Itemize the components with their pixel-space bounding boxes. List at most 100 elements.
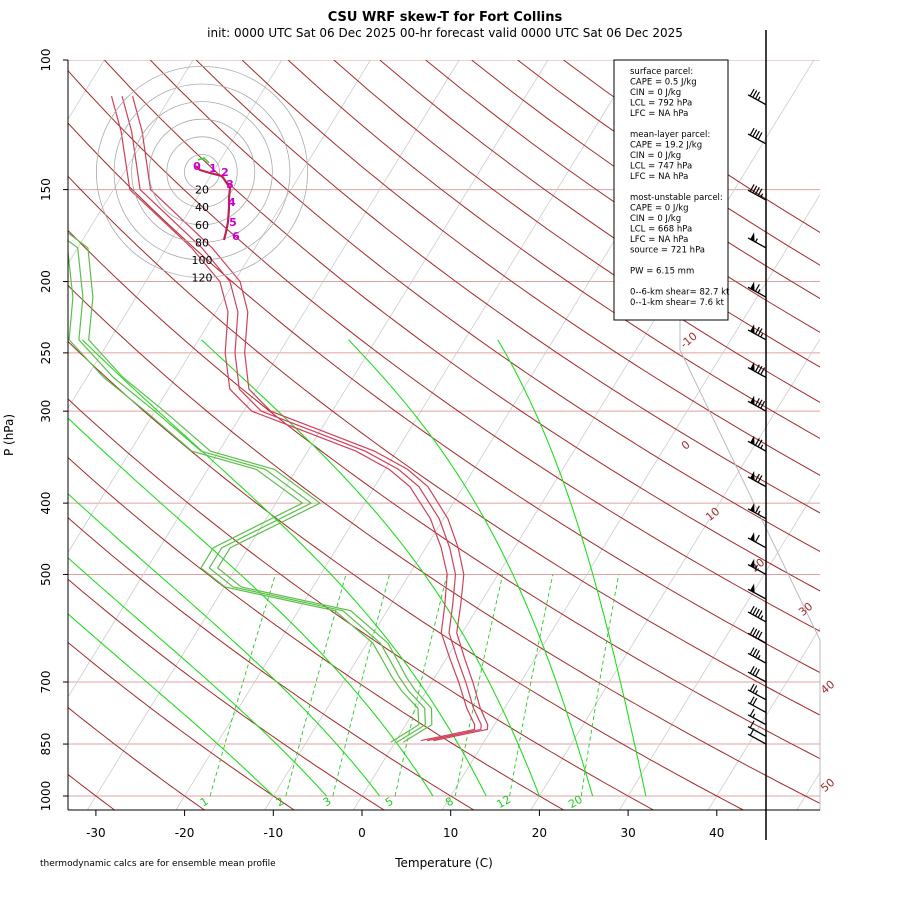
wind-barb	[747, 232, 767, 249]
isotherm-line	[352, 60, 815, 810]
y-tick-label: 200	[39, 270, 53, 293]
x-axis-label: Temperature (C)	[394, 856, 493, 870]
x-tick-label: 10	[443, 826, 458, 840]
chart-title: CSU WRF skew-T for Fort Collins	[328, 10, 563, 25]
isotherm-line	[885, 60, 900, 812]
info-box-line: LCL = 792 hPa	[630, 99, 692, 109]
isotherm-line	[441, 193, 820, 810]
x-tick-label: 30	[620, 826, 635, 840]
wind-barb	[747, 708, 767, 726]
wind-barb	[747, 647, 767, 664]
dry-adiabat	[104, 60, 820, 592]
y-tick-label: 100	[39, 49, 53, 72]
wind-barb	[747, 395, 767, 412]
mixing-ratio-line	[394, 574, 448, 797]
isotherm-line	[68, 60, 460, 698]
dry-adiabat	[68, 175, 820, 716]
y-tick-label: 150	[39, 178, 53, 201]
mixing-ratio-line	[454, 574, 504, 797]
info-box-line: source = 721 hPa	[630, 246, 705, 256]
info-box-line: LFC = NA hPa	[630, 235, 688, 245]
hodograph-ring-label: 60	[195, 219, 209, 232]
hodograph-point-label: 4	[228, 196, 236, 209]
hodograph-ring	[183, 153, 220, 190]
info-box-line: CAPE = 0 J/kg	[630, 204, 689, 214]
x-tick-label: -30	[86, 826, 106, 840]
dewpoint-profile	[68, 247, 420, 743]
hodograph-point-label: 3	[226, 178, 234, 191]
wind-barb	[747, 471, 767, 488]
moist-adiabat	[68, 613, 274, 797]
isotherm-label: 50	[818, 776, 837, 795]
hodograph-ring	[166, 136, 238, 208]
x-tick-label: -10	[263, 826, 283, 840]
info-box-line	[630, 183, 633, 193]
wind-barb	[747, 696, 767, 714]
info-box-line: CIN = 0 J/kg	[630, 214, 681, 224]
dry-adiabat	[68, 229, 820, 760]
wind-barb	[747, 720, 767, 738]
dry-adiabat	[68, 578, 385, 810]
dry-adiabat	[68, 773, 116, 810]
dry-adiabat	[195, 60, 820, 514]
info-box-line: mean-layer parcel:	[630, 130, 710, 140]
mixing-ratio-label: 2	[274, 795, 287, 810]
wind-barbs	[747, 88, 767, 745]
wind-barb	[747, 683, 767, 701]
dry-adiabat	[68, 706, 206, 810]
y-tick-label: 250	[39, 341, 53, 364]
moist-adiabat	[68, 417, 434, 797]
wind-barb	[747, 88, 767, 106]
info-box-line: CIN = 0 J/kg	[630, 151, 681, 161]
mixing-ratio-line	[285, 574, 347, 797]
chart-subtitle: init: 0000 UTC Sat 06 Dec 2025 00-hr for…	[207, 26, 683, 40]
svg-text:surface parcel:CAPE = 0.5 J/kg: surface parcel: CAPE = 0.5 J/kg CIN = 0 J/…	[630, 67, 730, 308]
x-tick-label: 40	[709, 826, 724, 840]
temperature-profile	[121, 96, 482, 742]
isotherm-label: 0	[679, 438, 693, 452]
info-box-line: most-unstable parcel:	[630, 193, 723, 203]
footnote: thermodynamic calcs are for ensemble mea…	[40, 859, 276, 869]
hodograph-ring	[113, 83, 291, 261]
info-box-line	[630, 277, 633, 287]
wind-barb	[747, 361, 767, 379]
wind-barb	[747, 324, 767, 341]
wind-barb	[747, 127, 767, 145]
hodograph-point-label: 6	[232, 230, 240, 243]
wind-barb	[747, 558, 767, 576]
dry-adiabat	[287, 60, 820, 439]
y-tick-label: 1000	[39, 781, 53, 812]
wind-barb	[747, 666, 767, 683]
moist-adiabat	[81, 339, 487, 797]
y-axis-label: P (hPa)	[2, 414, 16, 456]
wind-barb	[747, 532, 767, 549]
mixing-ratio-label: 8	[443, 795, 456, 810]
isotherm-label: 30	[796, 600, 815, 619]
info-box-line: CAPE = 0.5 J/kg	[630, 78, 697, 88]
mixing-ratio-label: 20	[566, 793, 585, 811]
mixing-ratio-line	[209, 574, 276, 797]
isotherm-line	[68, 60, 194, 265]
y-tick-label: 300	[39, 400, 53, 423]
info-box-line: CIN = 0 J/kg	[630, 88, 681, 98]
dry-adiabat	[241, 60, 820, 476]
hodograph-ring	[148, 118, 256, 226]
dry-adiabat	[68, 69, 820, 632]
y-tick-label: 850	[39, 733, 53, 756]
isotherm-line	[619, 482, 820, 810]
info-box: surface parcel: CAPE = 0.5 J/kg CIN = 0 J/…	[613, 59, 730, 321]
isotherm-label: -10	[678, 330, 700, 352]
hodograph-point-label: 1	[209, 162, 217, 175]
moist-adiabat	[68, 557, 327, 797]
hodograph-ring	[131, 101, 273, 243]
mixing-ratio-label: 3	[321, 795, 334, 810]
mixing-ratio-line	[332, 574, 390, 797]
dry-adiabat	[379, 60, 820, 368]
info-box-line: LCL = 747 hPa	[630, 162, 692, 172]
dry-adiabat	[68, 516, 475, 810]
x-tick-label: 20	[532, 826, 547, 840]
hodograph: 20 40 60 80 100 120 0 1 23 4 56	[96, 66, 308, 285]
x-tick-label: 0	[358, 826, 366, 840]
isotherm-line	[707, 627, 820, 810]
